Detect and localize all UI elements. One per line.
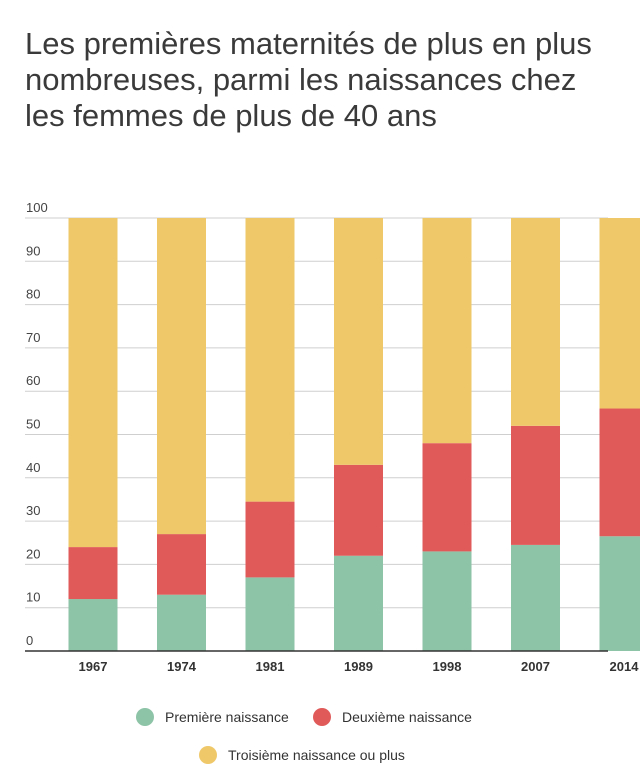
legend-item: Première naissance xyxy=(136,708,289,726)
bar-segment-1 xyxy=(422,551,472,651)
y-tick-label: 70 xyxy=(26,330,40,345)
y-tick-label: 50 xyxy=(26,417,40,432)
legend-label: Deuxième naissance xyxy=(342,709,472,725)
legend-item: Deuxième naissance xyxy=(313,708,472,726)
bar-segment-3 xyxy=(157,218,206,535)
y-tick-label: 60 xyxy=(26,373,40,388)
y-tick-label: 30 xyxy=(26,503,40,518)
y-tick-label: 40 xyxy=(26,460,40,475)
bar-segment-3 xyxy=(422,218,472,444)
bar-segment-1 xyxy=(245,577,295,651)
bar-segment-1 xyxy=(334,555,383,651)
y-tick-label: 100 xyxy=(26,200,48,215)
bar-segment-1 xyxy=(511,544,560,651)
bar-segment-3 xyxy=(245,218,295,502)
bar-segment-2 xyxy=(245,501,295,578)
x-tick-label: 2014 xyxy=(610,659,640,674)
bar-segment-1 xyxy=(599,536,640,651)
x-tick-label: 1967 xyxy=(79,659,108,674)
legend-swatch xyxy=(199,746,217,764)
y-tick-label: 80 xyxy=(26,287,40,302)
x-tick-label: 1989 xyxy=(344,659,373,674)
legend: Première naissance Deuxième naissance Troi… xyxy=(136,708,472,764)
bar-segment-2 xyxy=(599,408,640,537)
bar-segment-1 xyxy=(157,594,206,651)
bar-segment-2 xyxy=(68,547,118,600)
bars xyxy=(68,218,640,651)
bar-segment-3 xyxy=(68,218,118,548)
y-tick-label: 0 xyxy=(26,633,33,648)
x-tick-label: 1998 xyxy=(433,659,462,674)
y-tick-label: 90 xyxy=(26,243,40,258)
legend-item: Troisième naissance ou plus xyxy=(199,746,405,764)
bar-segment-3 xyxy=(599,218,640,409)
bar-segment-1 xyxy=(68,599,118,651)
bar-segment-2 xyxy=(511,425,560,545)
legend-swatch xyxy=(313,708,331,726)
bar-segment-3 xyxy=(334,218,383,465)
gridlines xyxy=(25,217,608,609)
bar-segment-2 xyxy=(334,464,383,556)
bar-segment-3 xyxy=(511,218,560,426)
legend-label: Première naissance xyxy=(165,709,289,725)
bar-segment-2 xyxy=(157,534,206,595)
bar-segment-2 xyxy=(422,443,472,552)
y-axis-ticks: 0 10 20 30 40 50 60 70 80 90 100 xyxy=(26,200,48,648)
x-axis-ticks: 1967 1974 1981 1989 1998 2007 2014 xyxy=(79,659,640,674)
chart-title: Les premières maternités de plus en plus… xyxy=(25,26,592,133)
x-tick-label: 1981 xyxy=(256,659,285,674)
x-tick-label: 1974 xyxy=(167,659,197,674)
y-tick-label: 10 xyxy=(26,590,40,605)
legend-swatch xyxy=(136,708,154,726)
y-tick-label: 20 xyxy=(26,546,40,561)
x-tick-label: 2007 xyxy=(521,659,550,674)
legend-label: Troisième naissance ou plus xyxy=(228,747,405,763)
